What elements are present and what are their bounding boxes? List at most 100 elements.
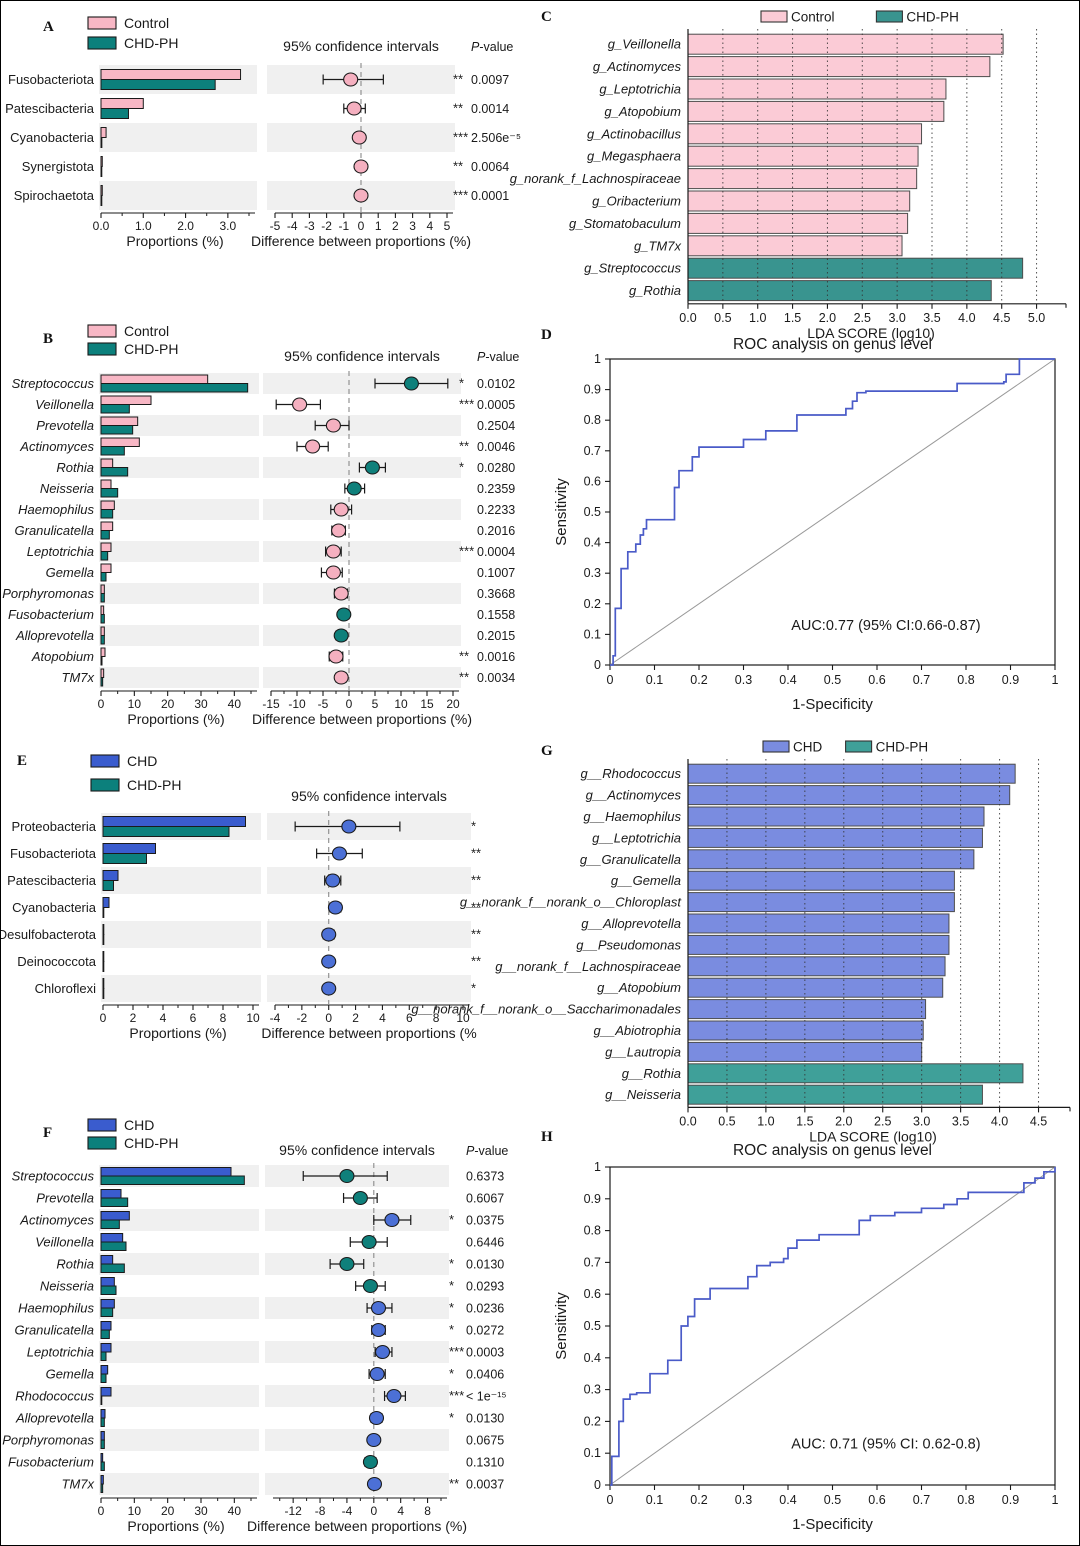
row-label: Spirochaetota [14, 188, 95, 203]
row-label: Veillonella [35, 397, 94, 412]
roc-curve [610, 1167, 1056, 1486]
row-label: Synergistota [22, 159, 95, 174]
bar-group1 [100, 584, 105, 594]
axis-tick-label: 0.0 [679, 311, 696, 325]
row-label: Prevotella [36, 418, 94, 433]
bar-group1 [100, 1365, 109, 1375]
bar-group2 [100, 1197, 129, 1207]
axis-tick-label: 10 [246, 1011, 260, 1025]
bar-group2 [100, 1263, 125, 1273]
lda-bar [687, 190, 911, 212]
lda-bar-label: g__Granulicatella [580, 852, 681, 867]
lda-bar [687, 892, 955, 913]
x-tick-label: 0.8 [957, 673, 974, 687]
axis-tick-label: 1.0 [749, 311, 766, 325]
lda-bar-label: g__Rothia [622, 1066, 681, 1081]
ci-title: 95% confidence intervals [284, 348, 440, 364]
lda-bar-label: g_Megasphaera [587, 149, 681, 164]
bar-group2 [100, 593, 105, 603]
axis-tick-label: 1.5 [784, 311, 801, 325]
bar-group1 [100, 1167, 232, 1177]
x-tick-label: 1 [1052, 1493, 1059, 1507]
axis-tick-label: 2.0 [835, 1114, 852, 1128]
lda-bar-label: g__Haemophilus [583, 809, 681, 824]
p-value: 0.0375 [466, 1214, 504, 1228]
axis-tick-label: 6 [190, 1011, 197, 1025]
lda-bar-label: g__Leptotrichia [592, 830, 681, 845]
p-value: 0.6446 [466, 1236, 504, 1250]
bar-group1 [100, 542, 112, 552]
ci-point [370, 1300, 387, 1316]
legend-label: CHD [124, 1117, 154, 1133]
panel-b-proportions-genus-control-vs-chdph: Control CHD-PH 95% confidence intervals P-v… [2, 323, 528, 727]
row-label: Proteobacteria [11, 819, 96, 834]
x-tick-label: 0.2 [690, 1493, 707, 1507]
bar-group2 [102, 880, 114, 891]
axis-tick-label: 4.0 [991, 1114, 1008, 1128]
bar-group2 [100, 446, 125, 456]
bar-group2 [100, 551, 109, 561]
lda-bar [687, 763, 1016, 784]
lda-bar-label: g__Abiotrophia [594, 1023, 681, 1038]
x-tick-label: 1 [1052, 673, 1059, 687]
ci-title: 95% confidence intervals [283, 38, 439, 54]
legend-swatch [90, 754, 120, 768]
y-tick-label: 0.7 [584, 444, 601, 458]
significance-stars: ** [459, 670, 469, 685]
row-label: Alloprevotella [15, 1411, 94, 1426]
ci-axis-label: Difference between proportions (% [261, 1025, 476, 1041]
axis-tick-label: 0.5 [714, 311, 731, 325]
y-tick-label: 0.6 [584, 1287, 601, 1301]
y-tick-label: 0.8 [584, 413, 601, 427]
legend-label: Control [124, 15, 169, 31]
ci-point [331, 846, 348, 861]
ci-point [333, 586, 349, 601]
bar-group1 [102, 978, 105, 989]
ci-point [325, 544, 341, 559]
auc-annotation: AUC:0.77 (95% CI:0.66-0.87) [791, 618, 980, 634]
bar-group2 [102, 988, 105, 999]
bar-group2 [100, 404, 130, 414]
bars-axis-label: Proportions (%) [127, 711, 224, 727]
bars-axis-label: Proportions (%) [129, 1025, 226, 1041]
panel-d-roc-curve-control-vs-chdph: ROC analysis on genus level 0 0 0.1 0.1 0.2 0.… [538, 331, 1078, 717]
row-label: Gemella [46, 1367, 94, 1382]
row-label: Fusobacteriota [8, 72, 95, 87]
y-tick-label: 0.5 [584, 505, 601, 519]
significance-stars: ** [471, 927, 481, 942]
axis-tick-label: 3.5 [923, 311, 940, 325]
bar-group2 [100, 1483, 104, 1493]
bar-group1 [100, 1387, 112, 1397]
axis-tick-label: 0 [100, 1011, 107, 1025]
bar-group1 [100, 1453, 104, 1463]
axis-tick-label: 3.0 [220, 219, 237, 233]
axis-tick-label: 20 [161, 697, 175, 711]
lda-bar [687, 168, 918, 190]
bar-group2 [100, 1329, 110, 1339]
x-tick-label: 0.5 [824, 1493, 841, 1507]
p-value: 0.6067 [466, 1192, 504, 1206]
roc-curve [610, 358, 1055, 666]
axis-tick-label: 10 [456, 1011, 470, 1025]
bar-group2 [100, 677, 104, 687]
row-label: Neisseria [40, 481, 94, 496]
significance-stars: ** [471, 846, 481, 861]
p-value: 0.2504 [477, 419, 515, 433]
axis-tick-label: 20 [446, 697, 460, 711]
legend-swatch [87, 16, 117, 30]
lda-bar [687, 806, 985, 827]
bar-group1 [100, 563, 112, 573]
bar-group1 [100, 626, 105, 636]
x-tick-label: 0.4 [779, 1493, 796, 1507]
lda-bar [687, 100, 945, 122]
bar-group1 [100, 416, 139, 426]
legend-swatch [762, 740, 790, 753]
axis-tick-label: 0 [325, 1011, 332, 1025]
p-value: 0.0014 [471, 102, 509, 116]
lda-bar [687, 78, 947, 100]
bar-group1 [102, 870, 119, 881]
legend-label: CHD-PH [124, 1135, 178, 1151]
lda-bar-label: g_Rothia [629, 283, 681, 298]
p-value: 0.2359 [477, 482, 515, 496]
axis-tick-label: 1.0 [757, 1114, 774, 1128]
